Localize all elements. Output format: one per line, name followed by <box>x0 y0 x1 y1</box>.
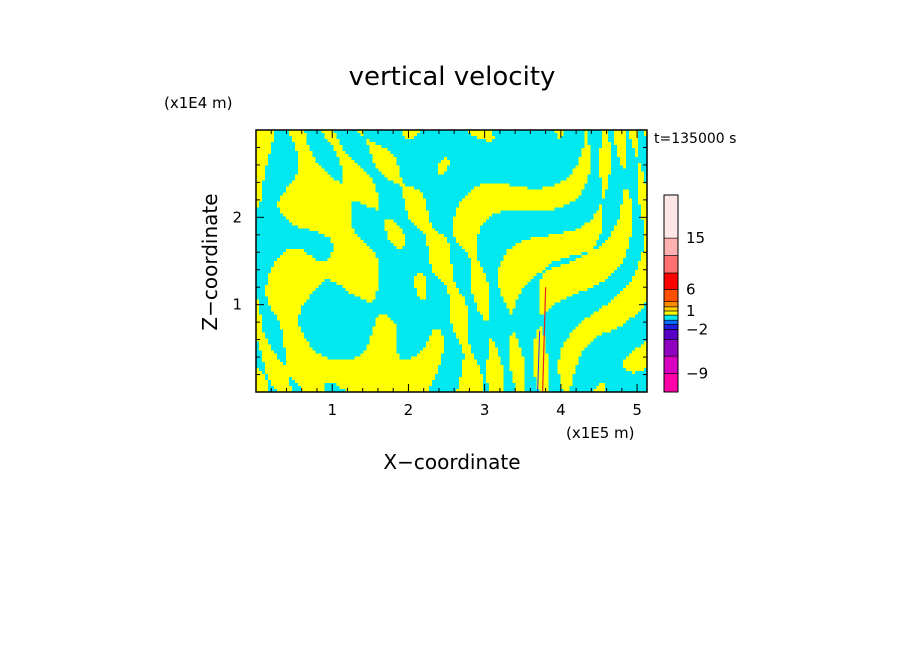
strong-downdraft-streak <box>537 330 541 393</box>
colorbar-band <box>663 255 679 274</box>
colorbar-tick-label: 6 <box>686 280 696 298</box>
y-axis-unit: (x1E4 m) <box>164 94 233 112</box>
y-axis-label: Z−coordinate <box>198 193 222 330</box>
x-axis-label: X−coordinate <box>383 450 520 474</box>
x-axis-ticks: 1 2 3 4 5 <box>270 130 642 419</box>
colorbar-band <box>663 289 679 303</box>
plot-frame <box>255 129 648 393</box>
x-tick-label: 5 <box>632 401 642 419</box>
colorbar-band <box>663 314 679 321</box>
colorbar <box>663 194 679 393</box>
colorbar-band <box>663 306 679 312</box>
colorbar-band <box>663 339 679 357</box>
x-tick-label: 1 <box>327 401 337 419</box>
colorbar-band <box>663 301 679 308</box>
colorbar-labels: 15 6 1−2 −9 <box>686 229 708 382</box>
plot-border <box>255 129 648 393</box>
y-tick-label: 1 <box>232 296 242 314</box>
y-axis-ticks: 12 <box>232 146 647 376</box>
colorbar-band <box>663 310 679 316</box>
colorbar-tick-label: −9 <box>686 365 708 383</box>
colorbar-band <box>663 323 679 330</box>
colorbar-band <box>663 319 679 325</box>
colorbar-border <box>663 194 679 393</box>
y-tick-label: 2 <box>232 208 242 226</box>
colorbar-band <box>663 373 679 393</box>
x-tick-label: 4 <box>556 401 566 419</box>
time-label: t=135000 s <box>654 131 736 147</box>
strong-updraft-streak <box>542 287 547 393</box>
x-tick-label: 3 <box>480 401 490 419</box>
colorbar-band <box>663 355 679 374</box>
x-axis-unit: (x1E5 m) <box>566 424 635 442</box>
velocity-field-image <box>256 130 647 392</box>
colorbar-tick-label: 15 <box>686 229 705 247</box>
colorbar-tick-label: 1 <box>686 302 696 320</box>
colorbar-tick-label: −2 <box>686 320 708 338</box>
colorbar-band <box>663 272 679 290</box>
colorbar-band <box>663 194 679 239</box>
velocity-field <box>256 130 647 393</box>
chart-title: vertical velocity <box>349 62 556 92</box>
colorbar-band <box>663 329 679 340</box>
colorbar-band <box>663 237 679 256</box>
x-tick-label: 2 <box>404 401 414 419</box>
